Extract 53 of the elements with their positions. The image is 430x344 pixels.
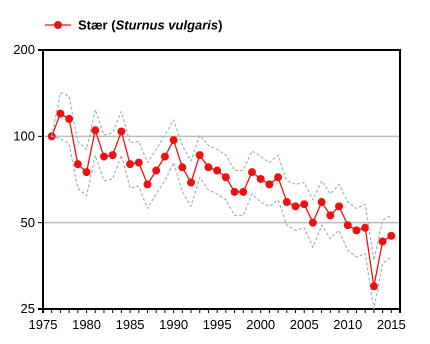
point [187,178,196,187]
point [387,232,396,240]
point [152,166,160,174]
x-tick-label: 2000 [246,317,276,332]
y-tick-label: 50 [20,214,35,230]
point [318,198,326,206]
point [144,180,152,188]
y-tick-label: 100 [13,128,35,144]
point [213,166,222,174]
x-tick-label: 1985 [116,317,145,332]
point [74,160,82,168]
x-tick-label: 2005 [290,317,319,332]
x-tick-label: 2010 [333,317,362,332]
point [134,158,143,167]
y-tick-label: 25 [20,301,35,316]
point [170,136,178,144]
x-tick-label: 1975 [28,317,58,332]
point [91,126,100,134]
point [274,173,282,182]
x-tick-label: 1990 [159,317,188,332]
point [370,282,378,290]
x-tick-label: 2015 [376,317,406,332]
point [196,151,204,160]
point [292,202,300,210]
y-tick-label: 200 [13,42,35,58]
x-tick-label: 1980 [72,317,101,332]
point [65,114,74,123]
point [230,188,239,196]
point [82,168,91,176]
point [126,160,134,168]
x-tick-label: 1995 [202,317,232,332]
point [204,163,212,172]
point [335,202,344,210]
point [378,237,387,246]
point [248,168,256,176]
point [160,152,169,161]
point [178,163,186,172]
point [326,211,334,220]
point [256,175,265,183]
point [344,221,352,230]
legend-label: Stær (Sturnus vulgaris) [78,18,222,33]
point [56,110,64,118]
point [100,152,108,161]
point [265,180,274,188]
point [282,198,291,206]
point [108,151,117,160]
point [117,127,126,136]
point [352,226,360,234]
point [300,200,308,208]
point [222,173,230,182]
point [361,224,370,232]
point [308,218,317,227]
point [239,188,248,196]
